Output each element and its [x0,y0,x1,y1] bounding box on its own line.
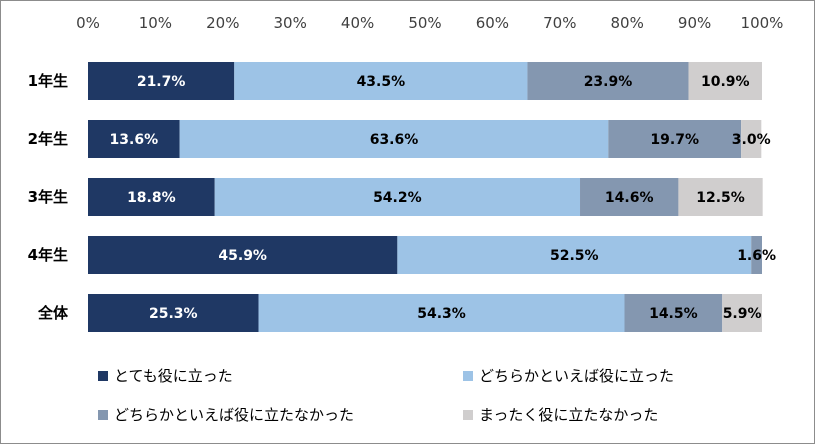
legend-swatch [98,410,108,420]
x-tick-label: 40% [341,14,374,32]
x-tick-label: 0% [76,14,100,32]
bar-segment [624,294,723,332]
x-tick-label: 30% [274,14,307,32]
bar-segment [397,236,752,274]
data-label: 18.8% [127,190,176,206]
x-tick-label: 10% [139,14,172,32]
x-tick-label: 20% [206,14,239,32]
data-label: 5.9% [723,306,762,322]
category-label: 1年生 [28,72,68,90]
data-label: 19.7% [650,132,699,148]
bar-segment [678,178,763,216]
bar-segment [688,62,762,100]
bar-segment [608,120,742,158]
bar-segment [179,120,609,158]
data-label: 54.2% [373,190,422,206]
bar-segment [88,62,235,100]
x-tick-label: 80% [611,14,644,32]
bar-segment [88,120,180,158]
x-tick-label: 70% [543,14,576,32]
legend-label: まったく役に立たなかった [479,406,658,424]
category-label: 4年生 [28,246,68,264]
data-label: 45.9% [218,248,267,264]
bar-segment [234,62,528,100]
data-label: 14.5% [649,306,698,322]
data-label: 12.5% [696,190,745,206]
bar-segment [580,178,679,216]
legend-swatch [98,371,108,381]
bar-segment [214,178,581,216]
bar-segment [527,62,689,100]
x-tick-label: 100% [741,14,784,32]
bar-segment [88,294,259,332]
x-tick-label: 90% [678,14,711,32]
legend-label: とても役に立った [114,367,233,385]
x-tick-label: 50% [408,14,441,32]
data-label: 10.9% [701,74,750,90]
bar-segment [751,236,762,274]
data-label: 13.6% [110,132,159,148]
bar-segment [88,178,215,216]
legend-swatch [463,410,473,420]
data-label: 14.6% [605,190,654,206]
data-label: 23.9% [584,74,633,90]
data-label: 54.3% [417,306,466,322]
data-label: 1.6% [737,248,776,264]
data-label: 21.7% [137,74,186,90]
legend-label: どちらかといえば役に立った [479,367,674,385]
bar-segment [258,294,625,332]
bar-segment [88,236,398,274]
data-label: 63.6% [370,132,419,148]
x-tick-label: 60% [476,14,509,32]
bar-segment [722,294,762,332]
legend-swatch [463,371,473,381]
category-label: 全体 [37,304,69,322]
data-label: 43.5% [357,74,406,90]
legend-label: どちらかといえば役に立たなかった [114,406,354,424]
data-label: 25.3% [149,306,198,322]
data-label: 52.5% [550,248,599,264]
bar-segment [741,120,762,158]
category-label: 2年生 [28,130,68,148]
data-label: 3.0% [732,132,771,148]
category-label: 3年生 [28,188,68,206]
